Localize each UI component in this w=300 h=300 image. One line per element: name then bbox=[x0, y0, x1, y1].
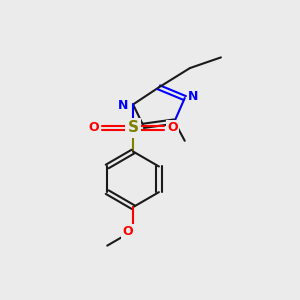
Text: O: O bbox=[123, 225, 133, 238]
Text: N: N bbox=[188, 90, 198, 103]
Text: N: N bbox=[118, 99, 128, 112]
Text: O: O bbox=[167, 122, 178, 134]
Text: S: S bbox=[128, 121, 139, 136]
Text: O: O bbox=[88, 122, 99, 134]
